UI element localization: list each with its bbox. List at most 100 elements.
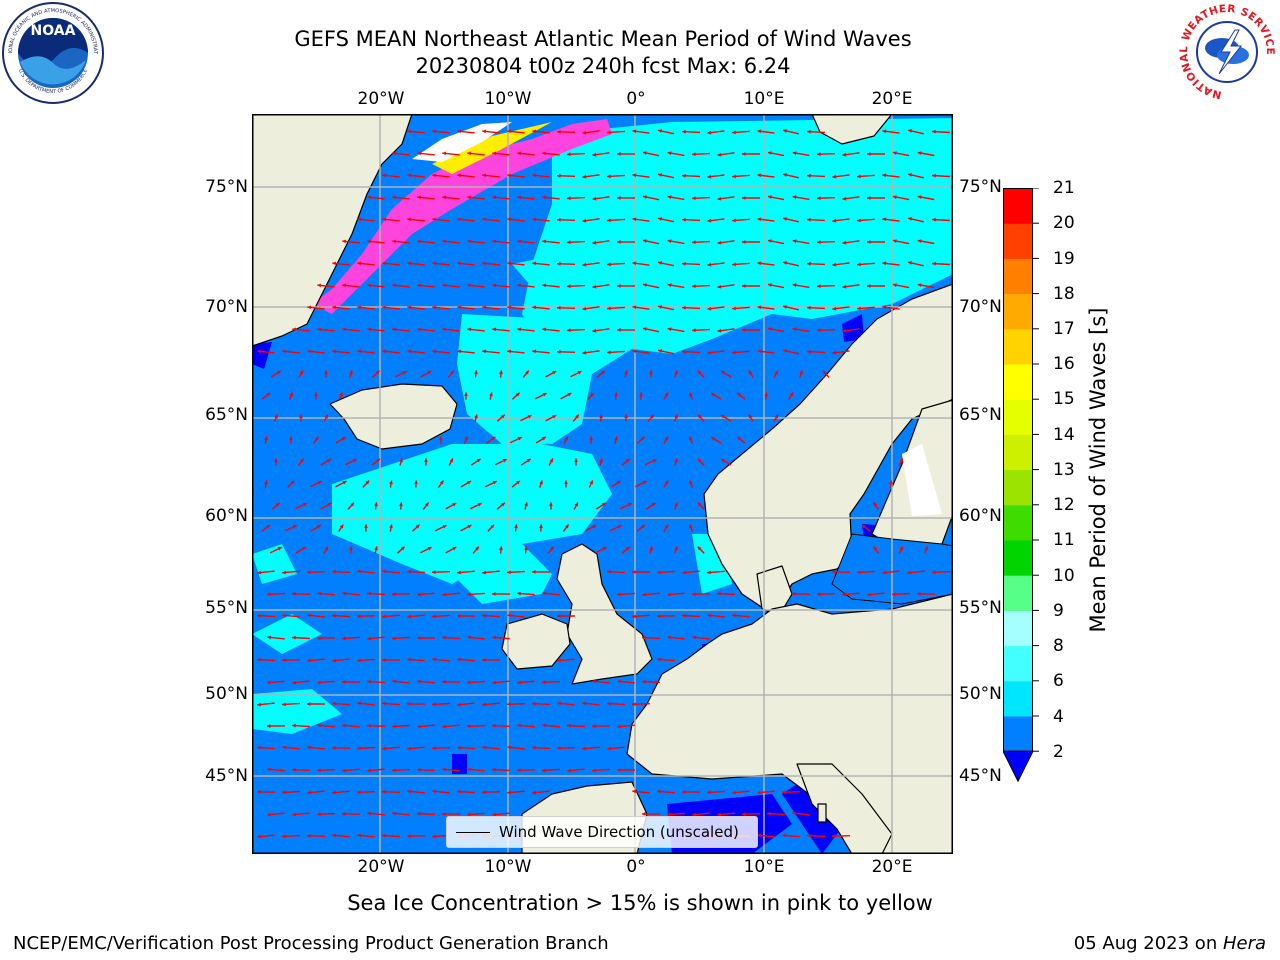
wave-direction-arrowhead [532, 129, 536, 134]
wave-direction-arrowhead [382, 746, 386, 751]
wave-direction-arrowhead [507, 570, 511, 575]
wave-direction-arrowhead [266, 392, 271, 397]
wave-direction-arrowhead [432, 305, 436, 310]
wave-direction-arrowhead [407, 173, 411, 178]
wave-direction-arrowhead [817, 284, 821, 289]
wave-direction-arrowhead [292, 327, 296, 332]
chart-subtitle: 20230804 t00z 240h fcst Max: 6.24 [415, 54, 791, 78]
wave-direction-arrowhead [307, 790, 311, 795]
colorbar-segment [1003, 434, 1033, 471]
wave-direction-arrowhead [282, 613, 286, 618]
wave-direction-arrowhead [324, 546, 329, 551]
wave-direction-arrowhead [842, 240, 847, 245]
wave-direction-arrowhead [332, 349, 336, 354]
wave-direction-arrowhead [717, 328, 722, 333]
wave-direction-arrowhead [357, 790, 361, 795]
wave-direction-arrowhead [467, 724, 471, 729]
wave-direction-arrowhead [657, 657, 661, 662]
wave-direction-arrowhead [267, 680, 271, 685]
wave-direction-arrowhead [617, 196, 621, 200]
wave-direction-arrowhead [882, 129, 887, 134]
wave-direction-arrowhead [317, 327, 321, 332]
wave-direction-arrowhead [382, 701, 386, 706]
wave-direction-arrowhead [289, 392, 293, 397]
wave-direction-arrowhead [632, 129, 637, 134]
wave-direction-arrowhead [783, 261, 787, 265]
wave-direction-arrowhead [692, 635, 696, 640]
wave-direction-arrowhead [507, 305, 511, 310]
wave-direction-arrowhead [417, 767, 421, 772]
wave-direction-arrowhead [720, 459, 725, 463]
wave-direction-arrowhead [792, 811, 796, 816]
wave-direction-arrowhead [392, 768, 396, 773]
wave-direction-arrowhead [527, 415, 532, 419]
wave-direction-arrowhead [357, 569, 361, 574]
wave-direction-arrowhead [482, 217, 486, 222]
wave-direction-arrowhead [492, 239, 496, 244]
wave-direction-arrowhead [624, 370, 628, 375]
wave-direction-arrowhead [807, 217, 811, 222]
wave-direction-arrowhead [367, 723, 371, 728]
wave-direction-arrowhead [267, 767, 271, 772]
wave-direction-arrowhead [417, 239, 421, 244]
wave-direction-arrowhead [632, 702, 636, 707]
wave-direction-arrowhead [574, 458, 578, 462]
wave-direction-arrowhead [932, 173, 936, 178]
wave-direction-arrowhead [817, 328, 821, 333]
legend-line-swatch [456, 832, 490, 833]
wave-direction-arrowhead [464, 436, 468, 441]
wave-direction-arrowhead [507, 790, 511, 795]
wave-direction-arrowhead [592, 196, 597, 201]
deep-blue-patch [252, 342, 272, 369]
wave-direction-arrowhead [682, 217, 686, 222]
wave-direction-arrowhead [317, 723, 321, 728]
wave-direction-arrowhead [857, 570, 861, 575]
colorbar-segment [1003, 680, 1033, 717]
wave-direction-arrowhead [692, 152, 696, 157]
wave-direction-arrowhead [392, 195, 396, 200]
wave-direction-arrowhead [625, 546, 630, 551]
wave-direction-arrowhead [842, 592, 846, 597]
wave-direction-arrowhead [857, 174, 861, 179]
wave-direction-arrowhead [342, 283, 346, 288]
colorbar-tick-label: 12 [1053, 495, 1075, 515]
wave-direction-arrowhead [517, 327, 521, 332]
wave-direction-arrowhead [382, 173, 386, 178]
colorbar-segment [1003, 469, 1033, 506]
wave-direction-arrowhead [492, 723, 496, 728]
wave-direction-arrowhead [507, 702, 511, 707]
wave-direction-arrowhead [457, 745, 461, 750]
noaa-logo: NOAA NATIONAL OCEANIC AND ATMOSPHERIC AD… [0, 0, 104, 104]
wave-direction-arrowhead [607, 218, 611, 223]
wave-direction-arrowhead [617, 679, 621, 684]
wave-direction-arrowhead [574, 502, 578, 507]
wave-direction-arrowhead [650, 414, 654, 419]
wave-direction-arrowhead [932, 217, 936, 222]
wave-direction-arrowhead [599, 458, 603, 463]
wave-direction-arrowhead [873, 502, 878, 507]
wave-direction-arrowhead [582, 130, 587, 135]
wave-direction-arrowhead [407, 789, 411, 794]
colorbar-tick-label: 20 [1053, 213, 1075, 233]
wave-direction-arrowhead [342, 239, 346, 244]
wave-direction-arrowhead [392, 151, 396, 156]
wave-direction-arrowhead [382, 833, 386, 838]
land-iceland [329, 383, 458, 450]
wave-direction-arrowhead [557, 305, 561, 310]
wave-direction-arrowhead [643, 327, 647, 331]
wave-direction-arrowhead [507, 261, 511, 266]
wave-direction-arrowhead [332, 613, 336, 618]
wave-direction-arrowhead [507, 129, 511, 134]
wave-direction-arrowhead [407, 217, 411, 222]
wave-direction-arrowhead [517, 239, 521, 244]
wave-direction-arrowhead [276, 371, 281, 375]
wave-direction-arrowhead [842, 328, 847, 333]
wave-direction-arrowhead [417, 327, 421, 332]
wave-direction-arrowhead [732, 306, 736, 311]
wave-direction-arrowhead [442, 592, 446, 597]
wave-direction-arrowhead [689, 436, 693, 441]
wave-direction-arrowhead [601, 502, 606, 507]
wave-direction-arrowhead [415, 524, 420, 529]
wave-direction-arrowhead [832, 174, 837, 179]
wave-direction-arrowhead [367, 811, 371, 816]
